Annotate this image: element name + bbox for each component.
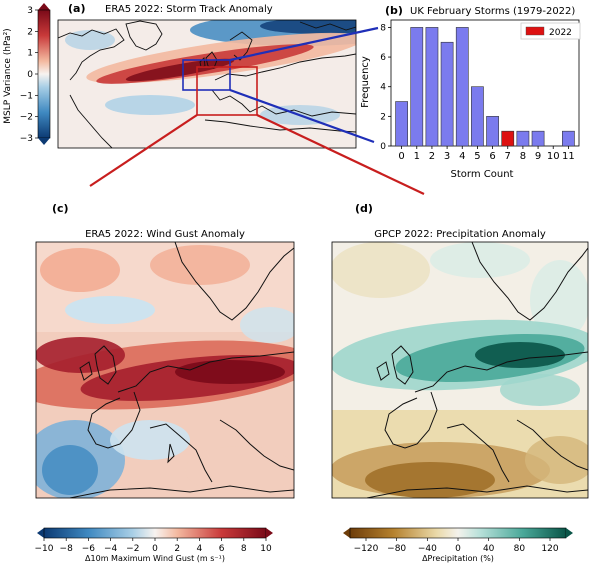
colorbar-tick: −10	[35, 544, 54, 554]
xtick-label: 3	[444, 151, 450, 162]
xtick-label: 5	[474, 151, 480, 162]
colorbar-tick: 120	[541, 544, 558, 554]
bar-count-8	[516, 130, 530, 147]
bar-count-4	[455, 27, 469, 147]
bar-count-6	[486, 116, 499, 147]
panel-c-map	[36, 242, 294, 498]
colorbar-tick: 0	[455, 544, 461, 554]
colorbar-tick: 4	[197, 544, 203, 554]
bar-count-3	[440, 41, 454, 147]
ytick-label: 4	[380, 83, 386, 93]
bar-count-5	[471, 86, 484, 147]
panel-d-colorbar: −120 −80 −40 0 40 80 120 ΔPrecipitation (%)	[343, 527, 573, 563]
panel-d-title: GPCP 2022: Precipitation Anomaly	[374, 229, 546, 240]
panel-d-map	[332, 242, 588, 498]
ytick-label: 8	[380, 23, 386, 33]
uk-region-box	[182, 59, 231, 91]
colorbar-tick: 80	[514, 544, 526, 554]
colorbar-tick: 1	[27, 49, 33, 59]
panel-a-colorbar-label: MSLP Variance (hPa²)	[3, 28, 13, 123]
colorbar-tick: 2	[27, 27, 33, 37]
xtick-label: 0	[398, 151, 404, 162]
bar-count-9	[531, 130, 545, 147]
panel-d-colorbar-label: ΔPrecipitation (%)	[422, 554, 494, 563]
colorbar-tick: −120	[354, 544, 379, 554]
europe-region-box	[196, 66, 258, 116]
colorbar-tick: 0	[27, 70, 33, 80]
panel-c-title: ERA5 2022: Wind Gust Anomaly	[85, 229, 245, 240]
xtick-label: 11	[562, 151, 575, 162]
xtick-label: 6	[489, 151, 495, 162]
panel-c-colorbar-label: Δ10m Maximum Wind Gust (m s⁻¹)	[85, 554, 225, 563]
bar-count-2	[425, 27, 439, 147]
colorbar-tick: −2	[20, 113, 33, 123]
xtick-label: 7	[505, 151, 511, 162]
bar-chart-legend: 2022	[520, 22, 581, 40]
panel-c-colorbar: −10 −8 −6 −4 −2 0 2 4 6 8 10 Δ10m Maximum Wind Gus…	[35, 527, 273, 563]
colorbar-tick: 40	[483, 544, 495, 554]
colorbar-tick: −2	[126, 544, 139, 554]
ytick-label: 6	[380, 53, 386, 63]
xtick-label: 9	[535, 151, 541, 162]
panel-a: (a) ERA5 2022: Storm Track Anomaly	[3, 2, 357, 149]
panel-a-title: ERA5 2022: Storm Track Anomaly	[105, 4, 273, 15]
panel-a-label: (a)	[68, 2, 85, 15]
bar-chart-xlabel: Storm Count	[451, 169, 514, 180]
colorbar-tick: −4	[104, 544, 118, 554]
colorbar-tick: −8	[60, 544, 74, 554]
panel-b-label: (b)	[385, 4, 403, 17]
colorbar-tick: −3	[20, 134, 33, 144]
panel-d-label: (d)	[355, 202, 373, 215]
bar-chart-ylabel: Frequency	[360, 56, 371, 108]
colorbar-tick: −80	[387, 544, 406, 554]
panel-b-title: UK February Storms (1979-2022)	[410, 6, 575, 17]
panel-a-map	[58, 20, 356, 148]
bar-2022-7	[501, 130, 515, 147]
xtick-label: 8	[520, 151, 526, 162]
xtick-label: 2	[429, 151, 435, 162]
bar-chart-axes	[390, 19, 580, 147]
ytick-label: 0	[380, 142, 386, 152]
connector-lines	[89, 26, 425, 195]
colorbar-tick: 0	[152, 544, 158, 554]
panel-d: (d) GPCP 2022: Precipitation Anomaly	[331, 202, 589, 563]
legend-swatch-2022	[525, 26, 545, 36]
colorbar-tick: 8	[241, 544, 247, 554]
colorbar-tick: −1	[20, 91, 33, 101]
colorbar-tick: 2	[174, 544, 180, 554]
panel-c-label: (c)	[52, 202, 69, 215]
bar-count-11	[562, 130, 575, 147]
colorbar-tick: 6	[219, 544, 225, 554]
panel-a-colorbar: 3 2 1 0 −1 −2 −3 MSLP Variance (hPa²)	[3, 3, 51, 145]
colorbar-tick: 10	[260, 544, 272, 554]
legend-label-2022: 2022	[549, 28, 572, 38]
panel-c: (c) ERA5 2022: Wind Gust Anomaly	[35, 202, 295, 563]
bar-count-1	[410, 27, 424, 147]
bar-count-0	[395, 101, 408, 147]
xtick-label: 10	[547, 151, 560, 162]
colorbar-tick: −6	[82, 544, 96, 554]
xtick-label: 4	[459, 151, 465, 162]
colorbar-tick: 3	[27, 6, 33, 16]
colorbar-tick: −40	[418, 544, 437, 554]
xtick-label: 1	[414, 151, 420, 162]
ytick-label: 2	[380, 112, 386, 122]
